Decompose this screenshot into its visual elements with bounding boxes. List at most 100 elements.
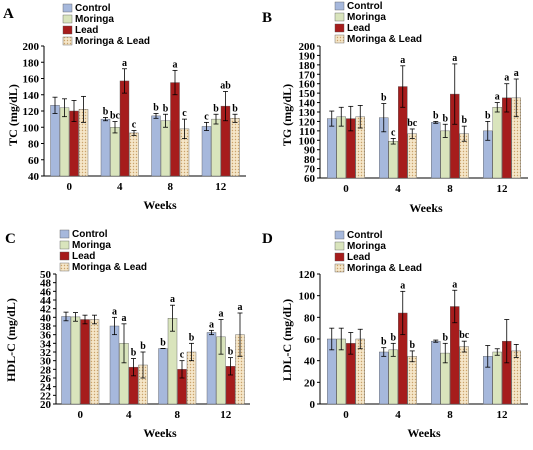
legend-swatch: [334, 23, 345, 33]
panel-b-ylabel: TG (mg/dL): [280, 84, 294, 146]
y-tick-label: 22: [40, 390, 52, 402]
y-tick-label: 50: [40, 269, 52, 281]
bar-control-week-4: [100, 118, 111, 177]
bar-moringa-week-4: [388, 141, 398, 179]
y-tick-label: 40: [40, 312, 52, 324]
x-tick-label: 8: [168, 181, 174, 193]
bar-moringa-lead-week-12: [511, 350, 521, 405]
bar-control-week-0: [50, 105, 60, 177]
significance-label: bc: [110, 111, 121, 122]
legend-swatch: [334, 252, 345, 262]
legend-swatch: [59, 229, 70, 239]
y-tick-label: 46: [40, 286, 52, 298]
significance-label: a: [452, 279, 457, 290]
legend-label: Moringa: [75, 14, 114, 25]
x-tick-label: 0: [67, 181, 73, 193]
significance-label: a: [238, 302, 243, 313]
bar-moringa-lead-week-12: [230, 118, 240, 177]
significance-label: a: [504, 73, 509, 84]
panel-b: B TG (mg/dL) Weeks ControlMoringaLeadMor…: [262, 1, 528, 215]
bar-moringa-lead-week-4: [129, 132, 139, 177]
y-tick-label: 60: [304, 173, 316, 185]
x-tick-label: 12: [220, 409, 232, 421]
legend-swatch: [62, 3, 73, 13]
significance-label: b: [390, 332, 396, 343]
legend-swatch: [334, 1, 345, 11]
bar-moringa-week-4: [388, 349, 398, 405]
significance-label: b: [189, 332, 195, 343]
y-tick-label: 120: [23, 106, 40, 118]
x-tick-label: 0: [343, 183, 349, 195]
bar-moringa-week-8: [440, 130, 450, 179]
legend-label: Lead: [75, 25, 98, 36]
legend-swatch: [62, 36, 73, 46]
significance-label: b: [485, 110, 491, 121]
significance-label: a: [209, 319, 214, 330]
y-tick-label: 170: [299, 69, 316, 81]
y-tick-label: 110: [299, 126, 315, 138]
bar-control-week-0: [327, 118, 337, 179]
legend-label: Lead: [347, 252, 370, 263]
y-tick-label: 48: [40, 278, 52, 290]
bar-lead-week-4: [119, 80, 130, 177]
significance-label: b: [381, 93, 387, 104]
bar-moringa-lead-week-4: [407, 356, 417, 405]
legend-swatch: [334, 230, 345, 240]
legend-label: Lead: [72, 251, 95, 262]
bar-control-week-8: [431, 340, 441, 405]
significance-label: bc: [459, 330, 470, 341]
y-tick-label: 28: [40, 364, 52, 376]
x-tick-label: 8: [447, 409, 453, 421]
significance-label: b: [442, 113, 448, 124]
bar-moringa-week-0: [59, 107, 70, 177]
y-tick-label: 32: [40, 347, 52, 359]
significance-label: c: [182, 108, 187, 119]
y-tick-label: 100: [23, 122, 40, 134]
significance-label: ab: [220, 81, 231, 92]
significance-label: b: [381, 337, 387, 348]
bar-lead-week-8: [170, 82, 180, 177]
y-tick-label: 40: [304, 356, 316, 368]
significance-label: b: [409, 340, 415, 351]
panel-letter-d: D: [262, 231, 273, 247]
y-tick-label: 120: [299, 116, 316, 128]
x-tick-label: 4: [126, 409, 132, 421]
bar-moringa-week-12: [492, 107, 502, 179]
bar-moringa-week-0: [70, 316, 81, 405]
legend-swatch: [62, 25, 73, 35]
y-tick-label: 180: [299, 60, 316, 72]
panel-d: D LDL-C (mg/dL) Weeks ControlMoringaLead…: [262, 230, 528, 440]
x-tick-label: 8: [447, 183, 453, 195]
y-tick-label: 42: [40, 304, 52, 316]
y-tick-label: 60: [28, 155, 40, 167]
bar-control-week-8: [151, 115, 161, 177]
legend-label: Control: [347, 230, 383, 241]
legend-label: Moringa & Lead: [75, 36, 150, 47]
significance-label: a: [495, 92, 500, 103]
legend-swatch: [59, 262, 70, 272]
legend-swatch: [62, 14, 73, 24]
x-tick-label: 4: [395, 409, 401, 421]
legend-label: Control: [347, 1, 383, 12]
panel-c-ylabel: HDL-C (mg/dL): [4, 298, 18, 382]
y-tick-label: 180: [23, 57, 40, 69]
x-tick-label: 12: [215, 181, 227, 193]
x-tick-label: 4: [395, 183, 401, 195]
significance-label: a: [452, 53, 457, 64]
legend-label: Moringa & Lead: [347, 263, 422, 274]
x-tick-label: 8: [175, 409, 181, 421]
x-tick-label: 0: [343, 409, 349, 421]
legend-label: Control: [75, 3, 111, 14]
y-tick-label: 34: [40, 338, 52, 350]
bar-control-week-4: [379, 351, 389, 405]
legend-swatch: [59, 240, 70, 250]
y-tick-label: 130: [299, 107, 316, 119]
y-tick-label: 100: [299, 135, 316, 147]
significance-label: b: [228, 347, 234, 358]
legend-label: Moringa: [72, 240, 111, 251]
y-tick-label: 36: [40, 330, 52, 342]
